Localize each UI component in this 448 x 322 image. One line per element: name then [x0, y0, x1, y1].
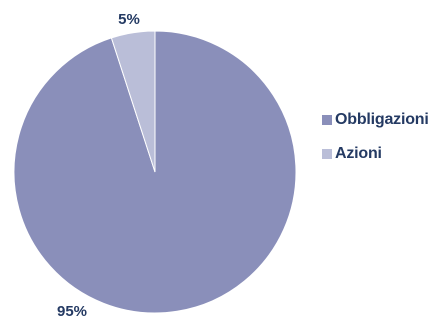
slice-value-label-obbligazioni: 95% [57, 303, 87, 320]
legend-item-azioni: Azioni [322, 144, 446, 164]
chart-legend: Obbligazioni Azioni [322, 110, 446, 178]
legend-label-obbligazioni: Obbligazioni [335, 111, 429, 128]
legend-swatch-azioni [322, 149, 332, 159]
legend-swatch-obbligazioni [322, 115, 332, 125]
slice-value-label-azioni: 5% [118, 11, 140, 28]
pie-slice-azioni [110, 30, 156, 173]
legend-item-obbligazioni: Obbligazioni [322, 110, 446, 130]
legend-label-azioni: Azioni [335, 145, 382, 162]
